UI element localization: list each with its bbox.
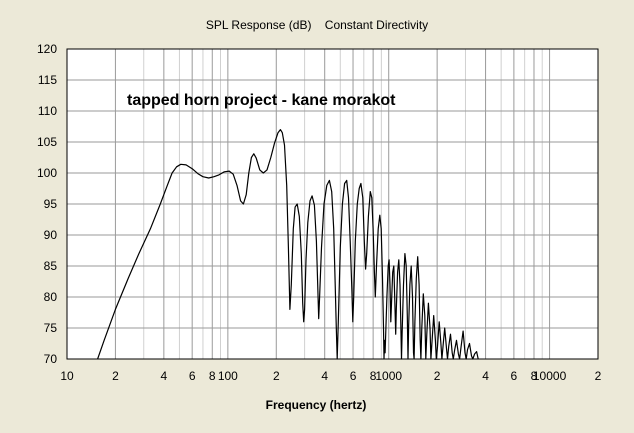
y-tick-label: 80 [44,290,58,304]
x-axis-label: Frequency (hertz) [266,398,367,412]
y-tick-label: 70 [44,352,58,366]
x-tick-label: 1000 [375,369,402,383]
plot-frame [66,48,599,360]
x-tick-label: 4 [321,369,328,383]
x-tick-label: 6 [350,369,357,383]
y-tick-label: 95 [44,197,58,211]
y-tick-label: 105 [37,135,57,149]
x-tick-label: 6 [511,369,518,383]
x-tick-label: 10 [60,369,74,383]
y-tick-label: 110 [38,104,57,118]
x-tick-label: 8 [531,369,538,383]
x-tick-label: 8 [370,369,377,383]
y-tick-label: 120 [37,42,57,56]
response-curve-layer [97,129,479,360]
chart-annotation: tapped horn project - kane morakot [127,92,396,109]
y-tick-label: 85 [44,259,58,273]
x-tick-label: 8 [209,369,216,383]
y-tick-labels: 70 75 80 85 90 95 100 105 110 115 120 [37,42,57,366]
chart-title: SPL Response (dB) Constant Directivity [206,18,428,32]
x-tick-label: 4 [482,369,489,383]
y-tick-label: 115 [38,73,57,87]
x-tick-label: 2 [434,369,441,383]
x-tick-label: 10000 [533,369,567,383]
x-tick-label: 100 [218,369,238,383]
x-tick-label: 6 [189,369,196,383]
x-tick-label: 2 [595,369,602,383]
x-tick-label: 2 [112,369,119,383]
y-tick-label: 100 [37,166,57,180]
response-curve [97,129,479,360]
y-tick-label: 90 [44,228,58,242]
x-tick-label: 2 [273,369,280,383]
x-tick-label: 4 [161,369,168,383]
y-tick-label: 75 [44,321,58,335]
